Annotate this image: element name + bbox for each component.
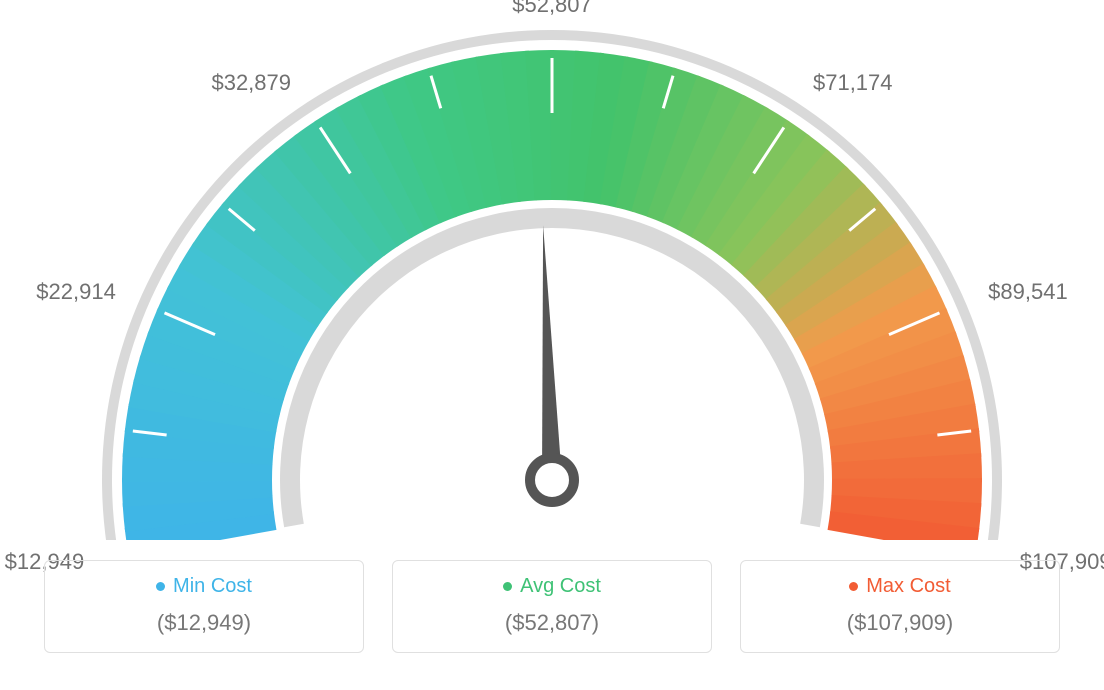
legend-card-max: Max Cost ($107,909) [740, 560, 1060, 653]
chart-container: $12,949$22,914$32,879$52,807$71,174$89,5… [0, 0, 1104, 690]
legend-card-min: Min Cost ($12,949) [44, 560, 364, 653]
legend-value-min: ($12,949) [55, 610, 353, 636]
legend-title-min: Min Cost [156, 575, 252, 598]
legend-label-avg: Avg Cost [520, 575, 601, 598]
legend-label-min: Min Cost [173, 575, 252, 598]
dot-icon [503, 582, 512, 591]
scale-label: $52,807 [512, 0, 592, 18]
gauge-svg [0, 0, 1104, 540]
scale-label: $32,879 [211, 70, 291, 96]
legend-title-avg: Avg Cost [503, 575, 601, 598]
legend-row: Min Cost ($12,949) Avg Cost ($52,807) Ma… [0, 560, 1104, 653]
scale-label: $22,914 [36, 279, 116, 305]
dot-icon [849, 582, 858, 591]
legend-title-max: Max Cost [849, 575, 950, 598]
legend-card-avg: Avg Cost ($52,807) [392, 560, 712, 653]
gauge-area: $12,949$22,914$32,879$52,807$71,174$89,5… [0, 0, 1104, 540]
legend-value-max: ($107,909) [751, 610, 1049, 636]
legend-value-avg: ($52,807) [403, 610, 701, 636]
dot-icon [156, 582, 165, 591]
legend-label-max: Max Cost [866, 575, 950, 598]
scale-label: $71,174 [813, 70, 893, 96]
scale-label: $89,541 [988, 279, 1068, 305]
